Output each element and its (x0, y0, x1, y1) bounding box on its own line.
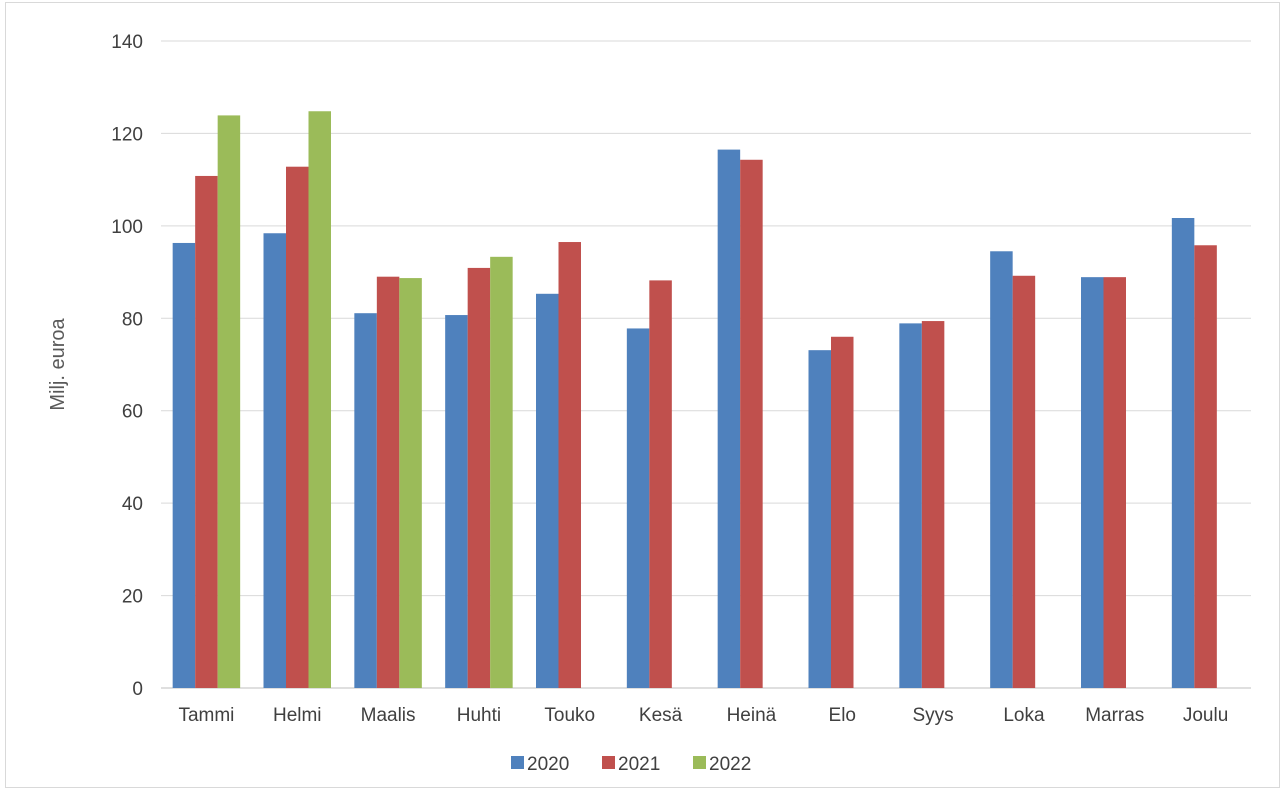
bar-2021-Kesä (649, 280, 672, 688)
bar-2021-Huhti (467, 267, 491, 688)
bar-2020-Helmi (263, 233, 286, 688)
bar-2020-Kesä (626, 328, 650, 688)
x-category-label: Kesä (639, 705, 683, 726)
y-tick-label: 60 (122, 402, 143, 423)
y-tick-label: 0 (132, 679, 143, 700)
legend-swatch-2020 (511, 756, 524, 769)
bar-2020-Heinä (717, 149, 741, 688)
legend: 2020 2021 2022 (511, 754, 751, 775)
bar-2020-Maalis (354, 313, 377, 688)
bar-2020-Tammi (172, 242, 196, 688)
bar-2020-Marras (1081, 277, 1104, 688)
x-category-label: Heinä (727, 705, 777, 726)
x-category-label: Helmi (273, 705, 322, 726)
bar-2020-Huhti (445, 315, 468, 688)
bar-2022-Maalis (399, 278, 422, 688)
y-tick-label: 140 (111, 32, 143, 53)
x-category-label: Loka (1003, 705, 1045, 726)
bar-2021-Elo (831, 336, 854, 688)
bar-2020-Syys (899, 323, 922, 688)
y-tick-label: 80 (122, 309, 143, 330)
chart-frame: 0 20 40 60 80 100 120 140 Tammi Helmi Maalis Huhti… (5, 2, 1280, 788)
x-category-label: Elo (829, 705, 856, 726)
x-category-labels: Tammi Helmi Maalis Huhti Touko Kesä Heinä Elo Sy… (178, 705, 1228, 726)
bars (172, 111, 1217, 689)
y-tick-label: 20 (122, 587, 143, 608)
bar-2021-Joulu (1194, 245, 1217, 688)
legend-label-2022: 2022 (709, 754, 751, 775)
x-category-label: Joulu (1183, 705, 1228, 726)
bar-2020-Joulu (1171, 218, 1195, 688)
bar-2020-Loka (990, 251, 1013, 688)
x-category-label: Touko (544, 705, 595, 726)
bar-2021-Heinä (740, 159, 763, 688)
bar-2022-Helmi (308, 111, 331, 688)
y-tick-label: 100 (111, 217, 143, 238)
y-tick-label: 40 (122, 494, 143, 515)
bar-2021-Tammi (195, 175, 218, 689)
legend-label-2020: 2020 (527, 754, 569, 775)
bar-2022-Tammi (217, 115, 241, 688)
gridlines (161, 40, 1251, 689)
x-category-label: Tammi (178, 705, 234, 726)
bar-2021-Loka (1012, 275, 1036, 688)
legend-label-2021: 2021 (618, 754, 660, 775)
y-tick-label: 120 (111, 124, 143, 145)
bar-2021-Touko (558, 242, 581, 688)
bar-2021-Syys (921, 321, 945, 688)
bar-2022-Huhti (490, 256, 513, 688)
x-category-label: Huhti (457, 705, 501, 726)
legend-swatch-2022 (693, 756, 706, 769)
bar-2021-Maalis (376, 276, 400, 688)
y-tick-labels: 0 20 40 60 80 100 120 140 (111, 32, 143, 700)
legend-swatch-2021 (602, 756, 615, 769)
bar-chart: 0 20 40 60 80 100 120 140 Tammi Helmi Maalis Huhti… (47, 32, 1251, 775)
x-category-label: Marras (1085, 705, 1144, 726)
bar-2020-Elo (808, 350, 831, 688)
x-category-label: Syys (912, 705, 953, 726)
bar-2020-Touko (536, 293, 559, 688)
bar-2021-Helmi (286, 166, 309, 688)
x-category-label: Maalis (361, 705, 416, 726)
y-axis-title: Milj. euroa (47, 318, 69, 411)
bar-2021-Marras (1103, 277, 1126, 688)
